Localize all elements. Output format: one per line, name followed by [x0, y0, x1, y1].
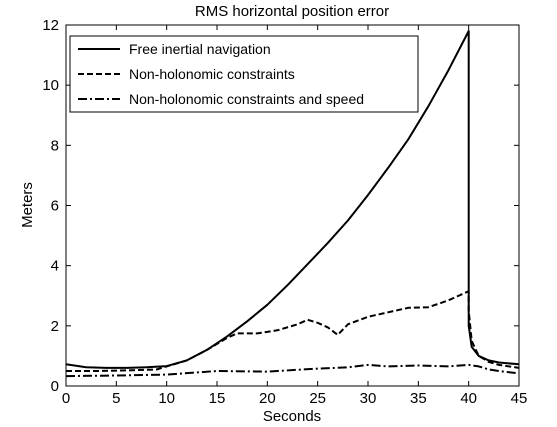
y-tick-label: 12: [42, 17, 59, 34]
y-tick-label: 0: [51, 378, 59, 395]
series-line-2: [66, 290, 520, 372]
y-tick-label: 4: [51, 258, 59, 275]
x-tick-label: 5: [112, 390, 120, 407]
legend-label-2: Non-holonomic constraints: [129, 66, 295, 82]
x-tick-label: 30: [360, 390, 377, 407]
legend-label-3: Non-holonomic constraints and speed: [129, 91, 364, 107]
y-tick-label: 6: [51, 198, 59, 215]
legend: Free inertial navigation Non-holonomic co…: [69, 35, 419, 113]
y-tick-label: 2: [51, 318, 59, 335]
y-tick-label: 10: [42, 77, 59, 94]
y-axis-label: Meters: [19, 182, 36, 228]
y-axis: 0 2 4 6 8 10 12: [42, 17, 519, 395]
x-tick-label: 25: [309, 390, 326, 407]
x-axis: 0 5 10 15 20 25 30 35 40 45: [62, 25, 528, 407]
x-tick-label: 0: [62, 390, 70, 407]
series-line-3: [65, 363, 520, 378]
x-tick-label: 20: [259, 390, 276, 407]
x-tick-label: 40: [460, 390, 477, 407]
x-tick-label: 15: [209, 390, 226, 407]
chart-title: RMS horizontal position error: [195, 3, 389, 20]
x-tick-label: 10: [158, 390, 175, 407]
legend-box: [69, 35, 419, 113]
x-tick-label: 45: [511, 390, 528, 407]
series-layer: [65, 30, 520, 378]
y-tick-label: 8: [51, 137, 59, 154]
x-axis-label: Seconds: [263, 408, 321, 425]
x-tick-label: 35: [410, 390, 427, 407]
series-line-1: [65, 30, 520, 369]
legend-label-1: Free inertial navigation: [129, 41, 271, 57]
